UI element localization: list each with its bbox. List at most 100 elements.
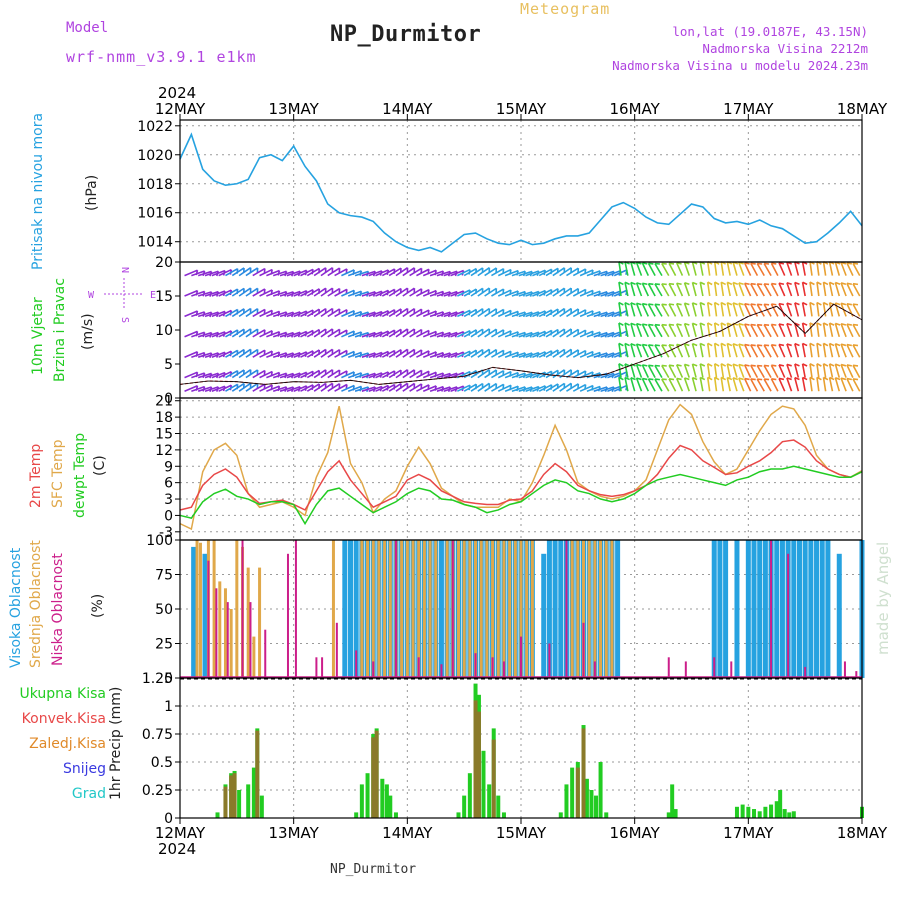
wind-barb-head — [794, 281, 800, 286]
wind-barb — [388, 328, 402, 338]
wind-barb — [593, 331, 608, 338]
wind-barb — [279, 372, 294, 379]
wind-barb — [654, 365, 663, 379]
wind-barb — [683, 364, 690, 378]
wind-barb — [416, 329, 430, 338]
wind-barb — [668, 364, 677, 378]
low-cloud-bar — [667, 657, 670, 678]
wind-barb — [726, 343, 731, 358]
wind-barb — [245, 287, 259, 297]
wind-barb — [354, 291, 369, 297]
wind-barb — [794, 302, 800, 317]
mid-cloud-bar — [525, 540, 529, 678]
wind-barb — [463, 288, 477, 297]
wind-barb — [395, 369, 408, 379]
wind-barb-head — [654, 344, 660, 347]
wind-barb — [470, 328, 484, 338]
wind-barb — [600, 386, 615, 392]
low-cloud-bar — [491, 657, 494, 678]
wind-barb-head — [757, 303, 763, 306]
pressure-ytick-label: 1022 — [137, 119, 173, 135]
wind-barb-head — [661, 323, 667, 326]
wind-barb — [600, 331, 615, 338]
wind-barb-head — [648, 364, 654, 367]
wind-barb-head — [738, 377, 744, 381]
wind-barb — [266, 310, 280, 318]
wind-barb — [743, 364, 752, 378]
wind-barb — [743, 303, 752, 317]
top-day-label: 15MAY — [496, 100, 547, 118]
wind-barb — [491, 383, 505, 392]
wind-barb — [624, 322, 629, 337]
wind-barb-head — [750, 262, 756, 265]
model-name: wrf-nmm_v3.9.1 e1km — [66, 48, 257, 66]
wind-barb — [422, 385, 437, 392]
wind-barb — [259, 370, 273, 379]
wind-barb — [497, 268, 512, 277]
wind-barb — [641, 344, 650, 358]
wind-barb — [600, 270, 615, 277]
wind-barb-head — [794, 363, 800, 367]
wind-barb — [266, 351, 280, 358]
wind-barb — [559, 287, 572, 297]
clouds-ytick-label: 100 — [146, 533, 173, 549]
wind-barb — [770, 283, 779, 297]
wind-barb — [511, 290, 526, 297]
wind-barb — [197, 270, 212, 277]
low-cloud-bar — [684, 661, 687, 678]
wind-barb — [334, 309, 348, 318]
wind-barb-head — [661, 364, 667, 367]
wind-barb-head — [744, 323, 750, 326]
wind-barb — [422, 269, 437, 277]
wind-barb — [801, 363, 806, 378]
wind-barb — [661, 324, 670, 338]
wind-barb — [218, 370, 232, 379]
wind-barb — [266, 371, 280, 379]
wind-barb-head — [699, 281, 706, 286]
wind-barb — [436, 291, 451, 297]
wind-barb — [341, 384, 355, 392]
wind-barb-head — [692, 322, 698, 326]
wind-barb-head — [840, 322, 847, 326]
wind-barb — [545, 267, 559, 277]
wind-barb — [834, 343, 841, 358]
wind-barb-head — [816, 342, 822, 347]
wind-barb-head — [738, 322, 744, 326]
wind-barb — [518, 331, 533, 338]
wind-barb — [683, 302, 690, 317]
compass-n: N — [119, 267, 130, 273]
wind-barb — [313, 328, 327, 338]
wind-barb-head — [744, 302, 750, 306]
wind-barb — [794, 363, 800, 378]
mid-cloud-bar — [246, 567, 250, 678]
high-cloud-bar — [541, 553, 547, 678]
low-cloud-bar — [321, 657, 324, 678]
wind-barb — [852, 324, 861, 338]
wind-barb — [618, 302, 622, 317]
bottom-day-label: 16MAY — [610, 824, 661, 842]
wind-barb — [840, 262, 847, 276]
wind-barb-head — [618, 376, 624, 381]
wind-barb-head — [692, 342, 698, 347]
precip-ytick-label: 0.5 — [151, 755, 173, 771]
wind-barb — [272, 331, 287, 338]
wind-barb — [341, 371, 355, 379]
wind-barb — [750, 344, 759, 358]
wind-barb — [726, 363, 731, 378]
wind-barb-head — [699, 376, 706, 381]
wind-barb — [375, 350, 389, 358]
wind-barb — [191, 290, 205, 297]
wind-barb — [816, 322, 820, 337]
wind-barb — [828, 302, 834, 317]
wind-barb-head — [802, 281, 808, 286]
wind-barb — [593, 311, 608, 318]
wind-barb — [566, 328, 579, 338]
wind-barb — [630, 323, 636, 338]
wind-barb-head — [829, 363, 835, 367]
bottom-day-label: 17MAY — [723, 824, 774, 842]
wind-barb — [402, 382, 415, 392]
wind-barb-head — [699, 301, 706, 306]
wind-barb-head — [829, 342, 835, 347]
wind-barb — [809, 322, 813, 337]
high-cloud-bar — [348, 540, 353, 678]
